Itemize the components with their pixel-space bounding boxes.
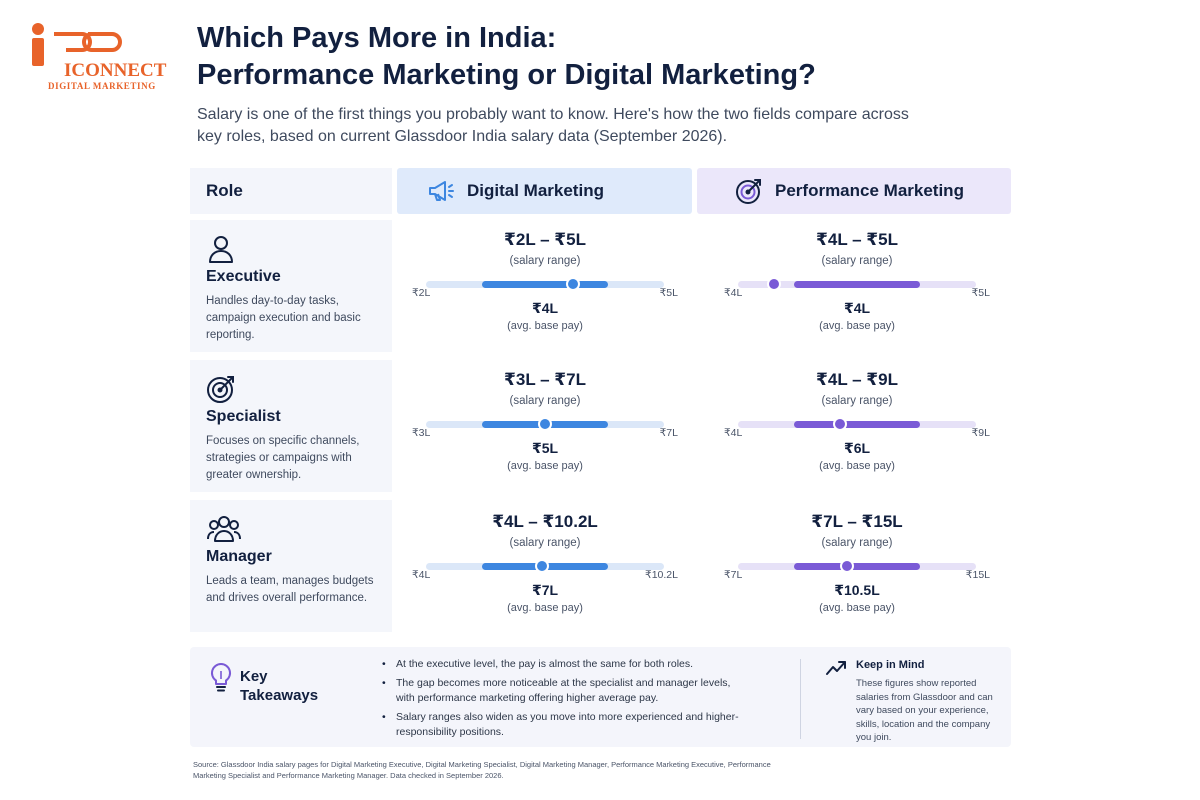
range-min-label: ₹3L	[412, 427, 431, 439]
avg-marker	[833, 417, 848, 431]
avg-pay-caption: (avg. base pay)	[507, 602, 583, 614]
salary-range-caption: (salary range)	[821, 537, 893, 549]
avg-pay-caption: (avg. base pay)	[819, 602, 895, 614]
avg-pay-value: ₹10.5L	[834, 582, 880, 598]
avg-pay-caption: (avg. base pay)	[507, 320, 583, 332]
salary-range-caption: (salary range)	[821, 255, 893, 267]
takeaways-title-line-2: Takeaways	[240, 687, 319, 704]
avg-marker	[565, 277, 580, 291]
takeaways-title: Key Takeaways	[240, 667, 318, 705]
salary-range-caption: (salary range)	[509, 255, 581, 267]
range-fill	[794, 563, 920, 570]
pm-salary-cell: ₹7L – ₹15L (salary range) ₹7L ₹15L ₹10.5…	[724, 502, 990, 634]
range-max-label: ₹10.2L	[645, 569, 678, 581]
logo-mark-icon	[32, 23, 122, 66]
range-fill	[482, 281, 608, 288]
takeaway-item: At the executive level, the pay is almos…	[382, 657, 742, 672]
digital-marketing-column-header: Digital Marketing	[397, 168, 692, 214]
avg-pay-caption: (avg. base pay)	[819, 460, 895, 472]
range-max-label: ₹7L	[659, 427, 678, 439]
range-min-label: ₹4L	[724, 287, 743, 299]
range-min-label: ₹2L	[412, 287, 431, 299]
digital-marketing-header-label: Digital Marketing	[467, 181, 604, 200]
trend-up-icon	[825, 659, 847, 682]
keep-in-mind-text: These figures show reported salaries fro…	[856, 678, 993, 743]
salary-range-caption: (salary range)	[821, 395, 893, 407]
page-title: Which Pays More in India: Performance Ma…	[197, 20, 957, 94]
title-line-2: Performance Marketing or Digital Marketi…	[197, 59, 816, 91]
role-name: Manager	[206, 548, 272, 565]
role-description: Handles day-to-day tasks, campaign execu…	[206, 295, 361, 341]
performance-marketing-header-label: Performance Marketing	[775, 181, 964, 200]
title-line-1: Which Pays More in India:	[197, 22, 557, 54]
lightbulb-icon	[208, 661, 234, 698]
avg-pay-value: ₹4L	[843, 300, 871, 316]
takeaway-item: Salary ranges also widen as you move int…	[382, 710, 742, 740]
range-max-label: ₹5L	[971, 287, 990, 299]
range-max-label: ₹5L	[659, 287, 678, 299]
takeaways-divider	[800, 659, 801, 739]
salary-range-value: ₹4L – ₹5L	[816, 230, 898, 249]
brand-logo: ICONNECT DIGITAL MARKETING	[28, 20, 166, 92]
avg-pay-caption: (avg. base pay)	[507, 460, 583, 472]
role-column-header: Role	[190, 168, 392, 214]
avg-pay-value: ₹4L	[531, 300, 559, 316]
range-max-label: ₹9L	[971, 427, 990, 439]
logo-wordmark: ICONNECT	[64, 60, 167, 81]
takeaway-item: The gap becomes more noticeable at the s…	[382, 676, 742, 706]
salary-range-value: ₹2L – ₹5L	[504, 230, 586, 249]
avg-marker	[538, 417, 552, 431]
role-header-label: Role	[206, 181, 243, 200]
takeaways-list: At the executive level, the pay is almos…	[382, 657, 742, 744]
person-icon	[206, 234, 382, 264]
avg-pay-value: ₹5L	[531, 440, 559, 456]
salary-range-value: ₹4L – ₹9L	[816, 370, 898, 389]
avg-marker	[839, 559, 854, 573]
dm-salary-cell: ₹2L – ₹5L (salary range) ₹2L ₹5L ₹4L (av…	[412, 220, 678, 352]
pm-salary-cell: ₹4L – ₹9L (salary range) ₹4L ₹9L ₹6L (av…	[724, 360, 990, 492]
pm-salary-cell: ₹4L – ₹5L (salary range) ₹4L ₹5L ₹4L (av…	[724, 220, 990, 352]
avg-marker	[767, 277, 782, 291]
team-icon	[206, 514, 382, 544]
target-icon	[206, 374, 382, 404]
logo-subtitle: DIGITAL MARKETING	[48, 81, 156, 91]
keep-in-mind-title: Keep in Mind	[856, 659, 925, 671]
role-cell-executive: Executive Handles day-to-day tasks, camp…	[190, 220, 392, 352]
avg-pay-value: ₹6L	[843, 440, 871, 456]
role-description: Leads a team, manages budgets and drives…	[206, 575, 374, 604]
role-cell-specialist: Specialist Focuses on specific channels,…	[190, 360, 392, 492]
dm-salary-cell: ₹3L – ₹7L (salary range) ₹3L ₹7L ₹5L (av…	[412, 360, 678, 492]
salary-range-value: ₹3L – ₹7L	[504, 370, 586, 389]
takeaways-title-line-1: Key	[240, 668, 268, 685]
range-min-label: ₹7L	[724, 569, 743, 581]
avg-marker	[535, 559, 550, 573]
salary-range-caption: (salary range)	[509, 395, 581, 407]
avg-pay-caption: (avg. base pay)	[819, 320, 895, 332]
range-fill	[794, 421, 920, 428]
range-min-label: ₹4L	[412, 569, 431, 581]
role-name: Specialist	[206, 408, 281, 425]
page-subtitle: Salary is one of the first things you pr…	[197, 106, 909, 145]
role-cell-manager: Manager Leads a team, manages budgets an…	[190, 500, 392, 632]
role-name: Executive	[206, 268, 281, 285]
performance-marketing-column-header: Performance Marketing	[697, 168, 1011, 214]
salary-range-caption: (salary range)	[509, 537, 581, 549]
key-takeaways-panel: Key Takeaways At the executive level, th…	[190, 647, 1011, 747]
salary-range-value: ₹7L – ₹15L	[811, 512, 903, 531]
dm-salary-cell: ₹4L – ₹10.2L (salary range) ₹4L ₹10.2L ₹…	[412, 502, 678, 634]
salary-range-value: ₹4L – ₹10.2L	[492, 512, 598, 531]
range-min-label: ₹4L	[724, 427, 743, 439]
source-note: Source: Glassdoor India salary pages for…	[193, 760, 771, 780]
megaphone-icon	[427, 179, 455, 203]
range-fill	[794, 281, 920, 288]
avg-pay-value: ₹7L	[531, 582, 559, 598]
role-description: Focuses on specific channels, strategies…	[206, 435, 360, 481]
target-arrow-icon	[735, 177, 763, 205]
range-max-label: ₹15L	[965, 569, 990, 581]
